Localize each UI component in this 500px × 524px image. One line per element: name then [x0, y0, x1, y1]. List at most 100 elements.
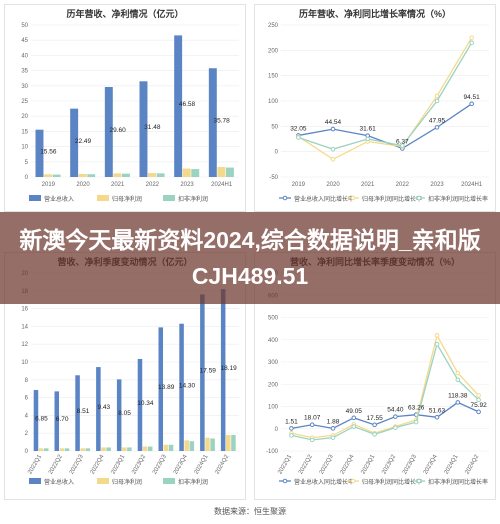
- x-tick-label: 2022Q4: [340, 453, 356, 475]
- bar-net-profit: [142, 446, 148, 451]
- legend-label: 营业总收入同比增长率: [294, 478, 354, 486]
- annual-growth-rate-chart-panel: 历年营收、净利同比增长率情况（%） -50 0 50 100 150 200 250 2019 2…: [254, 4, 496, 212]
- bar-deducted-profit: [85, 448, 91, 451]
- bar-revenue: [200, 294, 205, 451]
- legend-label: 营业总收入: [44, 195, 74, 203]
- bar-deducted-profit: [191, 169, 200, 177]
- data-label: 54.40: [387, 407, 404, 414]
- line-point: [476, 397, 481, 403]
- x-tick-label: 2023Q3: [152, 453, 168, 475]
- legend-label: 扣非净利润: [178, 195, 208, 203]
- bar-revenue: [208, 68, 217, 177]
- bar-net-profit: [205, 437, 210, 451]
- y-tick-label: 6: [25, 396, 29, 402]
- data-label: 14.30: [179, 382, 196, 389]
- y-tick-label: 200: [268, 48, 279, 54]
- line-point: [330, 126, 336, 132]
- bar-net-profit: [217, 166, 226, 177]
- bar-deducted-profit: [87, 174, 96, 177]
- y-tick-label: 0: [275, 427, 279, 433]
- x-tick-label: 2022Q3: [319, 453, 335, 475]
- data-label: 18.19: [220, 365, 237, 372]
- bar-revenue: [33, 390, 39, 451]
- bar-net-profit: [59, 448, 65, 451]
- x-tick-label: 2023Q2: [381, 453, 397, 475]
- x-tick-label: 2022: [396, 182, 410, 188]
- x-tick-label: 2023Q4: [173, 453, 189, 475]
- x-tick-label: 2023Q2: [131, 453, 147, 475]
- bar-revenue: [70, 108, 79, 177]
- data-label: 18.07: [304, 415, 321, 422]
- data-label: 29.60: [110, 127, 127, 134]
- bar-deducted-profit: [127, 447, 132, 451]
- y-tick-label: 12: [21, 342, 28, 348]
- y-tick-label: 5: [25, 160, 29, 166]
- y-tick-label: 0: [25, 449, 29, 455]
- x-tick-label: 2023: [430, 182, 444, 188]
- line-point: [365, 136, 370, 142]
- data-label: 44.54: [325, 119, 342, 126]
- quarterly-growth-rate-chart: 营收、净利同比增长率季度变动情况（%）-10001002003004005006…: [266, 256, 489, 486]
- x-tick-label: 2024H1: [461, 182, 483, 188]
- bar-net-profit: [78, 173, 87, 177]
- y-tick-label: 8: [25, 378, 29, 384]
- data-label: 1.88: [327, 418, 340, 425]
- line-point: [434, 333, 440, 338]
- data-label: 10.34: [137, 400, 154, 407]
- line-point: [289, 433, 294, 438]
- x-tick-label: 2022Q2: [298, 453, 314, 475]
- line-point: [296, 135, 301, 140]
- y-tick-label: 500: [268, 316, 279, 322]
- data-label: 17.55: [366, 415, 383, 422]
- data-label: 118.38: [448, 392, 468, 399]
- x-tick-label: 2023Q1: [360, 453, 376, 475]
- data-label: 13.89: [158, 384, 175, 391]
- x-tick-label: 2023: [180, 182, 194, 188]
- annual-revenue-profit-chart: 历年营收、净利情况（亿元） 0 5 10 15 20 25 30 35 40 45 50 2019 202…: [21, 8, 239, 203]
- bar-net-profit: [122, 447, 127, 451]
- bar-revenue: [158, 327, 164, 451]
- bar-revenue: [104, 87, 113, 177]
- y-tick-label: 100: [268, 99, 279, 105]
- line-point: [372, 422, 377, 428]
- line-point: [330, 426, 336, 431]
- headline-banner: [0, 212, 500, 304]
- bar-deducted-profit: [156, 173, 165, 177]
- bar-revenue: [179, 323, 184, 451]
- legend-marker: [416, 478, 422, 484]
- legend-label: 营业总收入同比增长率: [294, 195, 354, 203]
- data-label: 49.05: [346, 408, 363, 415]
- line-deducted-profit-growth: [291, 342, 480, 441]
- legend-swatch: [97, 195, 109, 201]
- y-tick-label: 200: [268, 382, 279, 388]
- y-tick-label: 50: [271, 124, 278, 130]
- legend-label: 归母净利润同比增长率: [362, 195, 422, 203]
- x-tick-label: 2024Q1: [194, 453, 210, 475]
- y-tick-label: 250: [268, 23, 279, 29]
- legend-label: 扣非净利润同比增长率: [428, 195, 488, 203]
- y-tick-label: 100: [268, 405, 279, 411]
- x-tick-label: 2023Q4: [423, 453, 439, 475]
- legend-marker: [282, 478, 288, 484]
- y-tick-label: 35: [21, 69, 28, 75]
- legend-label: 营业总收入: [44, 478, 74, 486]
- x-tick-label: 2024Q1: [444, 453, 460, 475]
- y-tick-label: 45: [21, 38, 28, 44]
- line-point: [476, 409, 481, 415]
- bar-deducted-profit: [168, 444, 174, 451]
- line-point: [434, 125, 440, 130]
- bar-net-profit: [38, 448, 44, 451]
- data-label: 35.78: [214, 118, 231, 125]
- line-point: [372, 432, 377, 437]
- line-point: [289, 426, 294, 431]
- x-tick-label: 2022Q3: [69, 453, 85, 475]
- x-tick-label: 2021: [361, 182, 375, 188]
- line-point: [476, 393, 481, 398]
- x-tick-label: 2024Q2: [464, 453, 480, 475]
- x-tick-label: 2020: [326, 182, 340, 188]
- line-point: [400, 143, 405, 148]
- line-point: [455, 400, 461, 405]
- y-tick-label: 50: [21, 23, 28, 29]
- line-point: [469, 101, 474, 107]
- bar-revenue: [116, 379, 122, 451]
